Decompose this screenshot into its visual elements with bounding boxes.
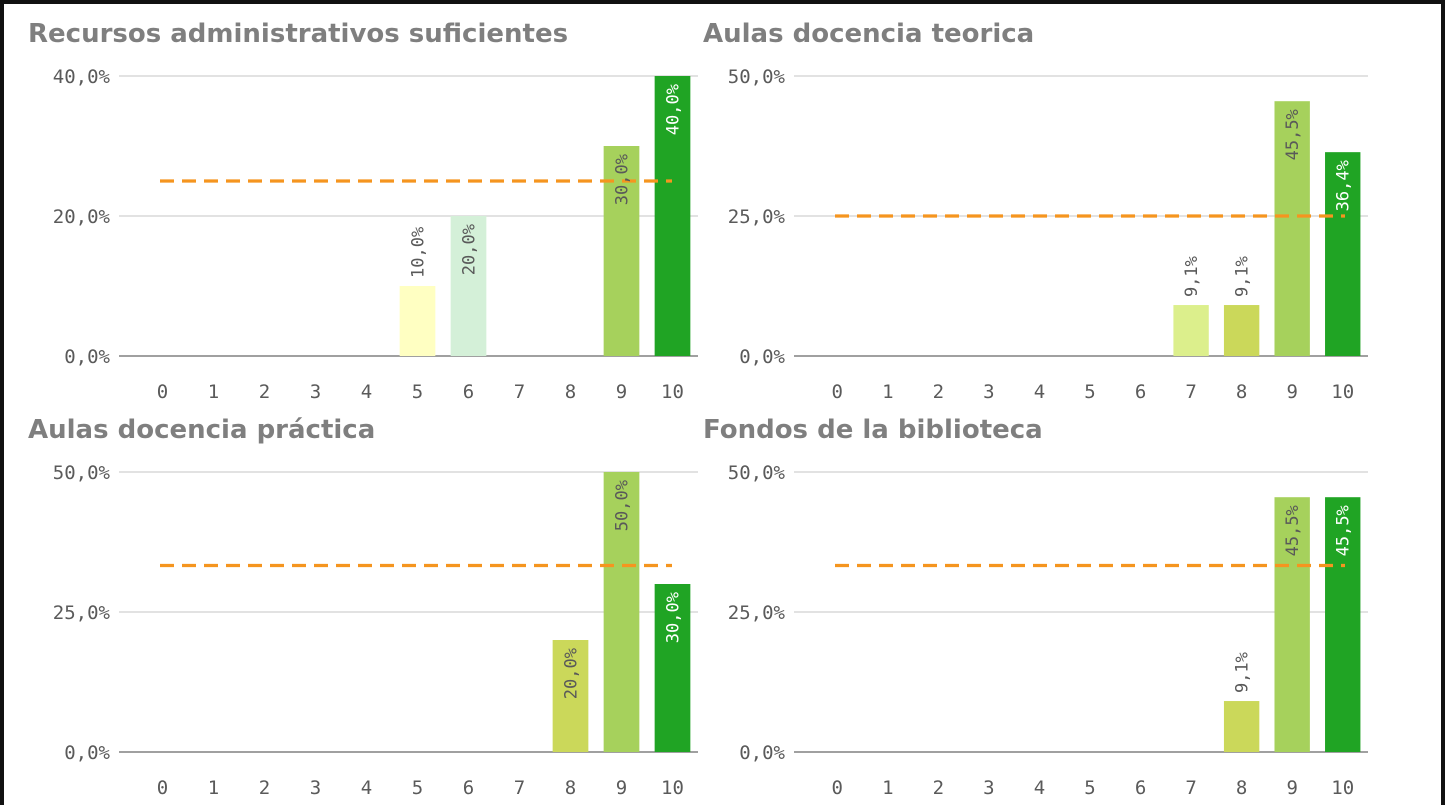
data-label: 20,0% xyxy=(460,224,480,275)
x-tick-label: 9 xyxy=(1286,381,1297,403)
chart-title: Fondos de la biblioteca xyxy=(703,415,1043,445)
bar[interactable] xyxy=(399,286,436,356)
x-tick-label: 9 xyxy=(616,381,627,403)
bar[interactable] xyxy=(1223,305,1260,356)
y-tick-label: 50,0% xyxy=(53,462,111,484)
bar[interactable] xyxy=(654,584,691,752)
data-label: 36,4% xyxy=(1334,160,1354,211)
x-tick-label: 10 xyxy=(1331,381,1354,403)
y-tick-label: 0,0% xyxy=(739,742,785,764)
y-tick-label: 50,0% xyxy=(728,462,786,484)
y-tick-label: 50,0% xyxy=(728,66,786,88)
data-label: 45,5% xyxy=(1283,109,1303,160)
y-tick-label: 0,0% xyxy=(64,742,110,764)
data-label: 30,0% xyxy=(664,592,684,643)
y-tick-label: 25,0% xyxy=(728,602,786,624)
x-tick-label: 5 xyxy=(412,777,423,799)
x-tick-label: 1 xyxy=(208,381,219,403)
data-label: 30,0% xyxy=(613,154,633,205)
x-tick-label: 7 xyxy=(1185,381,1196,403)
x-tick-label: 2 xyxy=(259,777,270,799)
x-tick-label: 6 xyxy=(463,777,474,799)
y-tick-label: 0,0% xyxy=(739,346,785,368)
chart-panel-2: Aulas docencia teorica 0,0% 25,0% 50,0% 0 1 2 3… xyxy=(703,19,1368,403)
x-tick-label: 1 xyxy=(882,381,893,403)
x-tick-label: 7 xyxy=(514,381,525,403)
x-tick-label: 9 xyxy=(616,777,627,799)
x-tick-label: 5 xyxy=(412,381,423,403)
data-label: 9,1% xyxy=(1233,256,1253,297)
bar[interactable] xyxy=(1325,152,1361,356)
y-tick-label: 20,0% xyxy=(53,206,111,228)
chart-title: Aulas docencia práctica xyxy=(28,415,375,445)
x-tick-label: 4 xyxy=(361,777,372,799)
x-tick-label: 5 xyxy=(1084,777,1095,799)
bar[interactable] xyxy=(603,472,640,752)
x-tick-label: 3 xyxy=(983,381,994,403)
data-label: 10,0% xyxy=(409,227,429,278)
y-tick-label: 40,0% xyxy=(53,66,111,88)
x-tick-label: 10 xyxy=(1331,777,1354,799)
y-tick-label: 25,0% xyxy=(53,602,111,624)
bar[interactable] xyxy=(450,216,487,356)
x-tick-label: 1 xyxy=(882,777,893,799)
x-tick-label: 6 xyxy=(463,381,474,403)
bar[interactable] xyxy=(1325,497,1361,752)
x-tick-label: 2 xyxy=(933,381,944,403)
x-tick-label: 4 xyxy=(1034,381,1045,403)
x-tick-label: 4 xyxy=(1034,777,1045,799)
chart-title: Aulas docencia teorica xyxy=(703,19,1034,49)
chart-title: Recursos administrativos suficientes xyxy=(28,19,568,49)
bar[interactable] xyxy=(552,640,589,752)
chart-panel-3: Aulas docencia práctica 0,0% 25,0% 50,0% 0 1 2… xyxy=(28,415,698,799)
x-tick-label: 0 xyxy=(157,777,168,799)
data-label: 45,5% xyxy=(1334,505,1354,556)
x-tick-label: 2 xyxy=(259,381,270,403)
x-tick-label: 8 xyxy=(565,381,576,403)
x-tick-label: 10 xyxy=(661,381,684,403)
x-tick-label: 5 xyxy=(1084,381,1095,403)
x-tick-label: 8 xyxy=(1236,777,1247,799)
x-tick-label: 1 xyxy=(208,777,219,799)
x-tick-label: 3 xyxy=(983,777,994,799)
y-tick-label: 0,0% xyxy=(64,346,110,368)
x-tick-label: 7 xyxy=(514,777,525,799)
data-label: 40,0% xyxy=(664,84,684,135)
data-label: 20,0% xyxy=(562,648,582,699)
data-label: 50,0% xyxy=(613,480,633,531)
data-label: 45,5% xyxy=(1283,505,1303,556)
x-tick-label: 6 xyxy=(1135,381,1146,403)
x-tick-label: 8 xyxy=(565,777,576,799)
x-tick-label: 2 xyxy=(933,777,944,799)
x-tick-label: 3 xyxy=(310,777,321,799)
x-tick-label: 8 xyxy=(1236,381,1247,403)
y-tick-label: 25,0% xyxy=(728,206,786,228)
x-tick-label: 6 xyxy=(1135,777,1146,799)
x-tick-label: 0 xyxy=(157,381,168,403)
bar[interactable] xyxy=(1274,497,1310,752)
x-tick-label: 3 xyxy=(310,381,321,403)
bar[interactable] xyxy=(1223,701,1260,752)
x-tick-label: 0 xyxy=(832,381,843,403)
x-tick-label: 9 xyxy=(1286,777,1297,799)
chart-panel-4: Fondos de la biblioteca 0,0% 25,0% 50,0% 0 1 2… xyxy=(703,415,1368,799)
data-label: 9,1% xyxy=(1233,652,1253,693)
bar[interactable] xyxy=(1274,101,1310,356)
data-label: 9,1% xyxy=(1182,256,1202,297)
x-tick-label: 4 xyxy=(361,381,372,403)
bar[interactable] xyxy=(654,76,691,356)
bar[interactable] xyxy=(1173,305,1209,356)
x-tick-label: 0 xyxy=(832,777,843,799)
chart-panel-1: Recursos administrativos suficientes 0,0%… xyxy=(28,19,698,403)
x-tick-label: 7 xyxy=(1185,777,1196,799)
x-tick-label: 10 xyxy=(661,777,684,799)
